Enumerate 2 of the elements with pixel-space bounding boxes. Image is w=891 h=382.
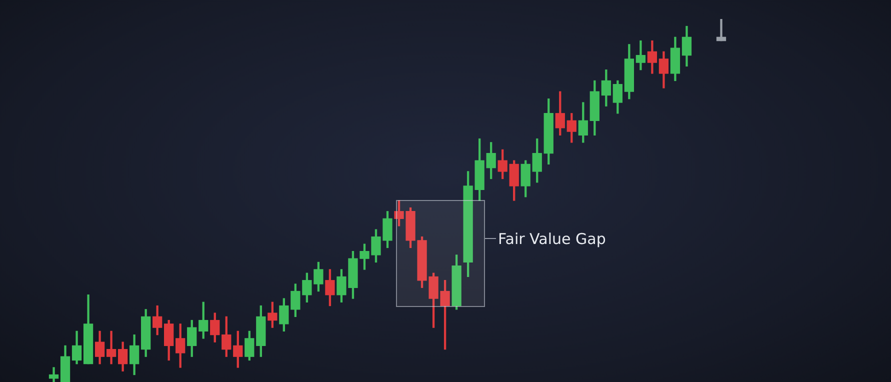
candlestick [716, 19, 726, 42]
annotation: Fair Value Gap [498, 230, 606, 248]
